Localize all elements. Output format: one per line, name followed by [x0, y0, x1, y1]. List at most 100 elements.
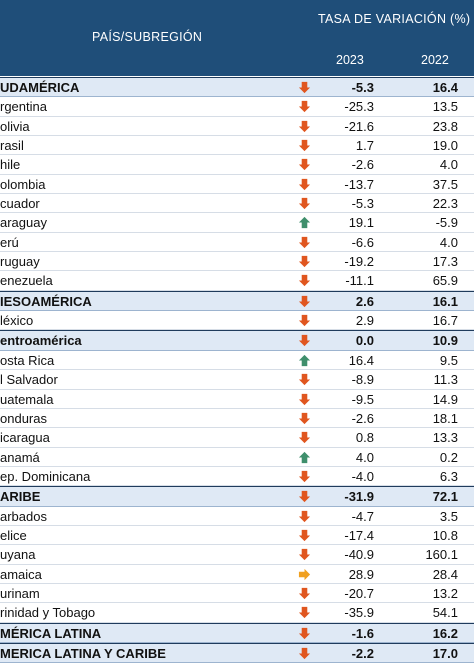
- country-name: anamá: [0, 449, 40, 465]
- country-name: amaica: [0, 566, 42, 582]
- value-2023: -21.6: [344, 118, 374, 134]
- value-2023: -25.3: [344, 99, 374, 115]
- country-name: entroamérica: [0, 333, 82, 349]
- country-name: ep. Dominicana: [0, 468, 91, 484]
- trend-down-arrow-icon: [298, 627, 311, 640]
- value-2022: 4.0: [439, 157, 458, 173]
- country-name: araguay: [0, 215, 47, 231]
- trend-down-arrow-icon: [298, 139, 311, 152]
- table-row: rasil 1.7 19.0: [0, 136, 474, 156]
- value-2022: 3.5: [439, 508, 458, 524]
- table-row: enezuela -11.1 65.9: [0, 271, 474, 291]
- trend-down-arrow-icon: [298, 295, 311, 308]
- table-row: anamá 4.0 0.2: [0, 448, 474, 467]
- value-2022: 22.3: [432, 196, 458, 212]
- table-row: cuador -5.3 22.3: [0, 194, 474, 214]
- value-2023: -17.4: [344, 527, 374, 543]
- value-2022: 17.3: [432, 254, 458, 270]
- table-row: uyana -40.9 160.1: [0, 545, 474, 565]
- value-2023: -2.2: [351, 645, 374, 661]
- value-2022: 16.7: [432, 313, 458, 329]
- trend-down-arrow-icon: [298, 373, 311, 386]
- trend-down-arrow-icon: [298, 81, 311, 94]
- value-2023: -31.9: [344, 489, 374, 505]
- value-2023: -9.5: [351, 391, 374, 407]
- value-2023: 4.0: [355, 449, 374, 465]
- value-2022: 54.1: [432, 605, 458, 621]
- country-name: enezuela: [0, 273, 53, 289]
- value-2023: -11.1: [345, 273, 374, 289]
- trend-up-arrow-icon: [298, 216, 311, 229]
- country-name: uatemala: [0, 391, 54, 407]
- year-2022-header: 2022: [421, 53, 449, 67]
- value-2022: 10.9: [432, 333, 458, 349]
- value-2022: 6.3: [439, 468, 458, 484]
- value-2022: 16.1: [432, 293, 458, 309]
- value-2022: 18.1: [432, 410, 458, 426]
- value-2023: 0.8: [355, 430, 374, 446]
- table-row: amaica 28.9 28.4: [0, 565, 474, 584]
- trend-down-arrow-icon: [298, 510, 311, 523]
- region-row: MÉRICA LATINA -1.6 16.2: [0, 622, 474, 643]
- value-2022: 17.0: [432, 645, 458, 661]
- trend-down-arrow-icon: [298, 274, 311, 287]
- table-row: urinam -20.7 13.2: [0, 584, 474, 604]
- country-name: rinidad y Tobago: [0, 605, 96, 621]
- country-name: ruguay: [0, 254, 40, 270]
- trend-down-arrow-icon: [298, 314, 311, 327]
- value-2023: -8.9: [351, 372, 374, 388]
- value-2022: -5.9: [435, 215, 458, 231]
- trend-down-arrow-icon: [298, 647, 311, 660]
- rate-column-header: TASA DE VARIACIÓN (%): [318, 12, 471, 26]
- table-row: onduras -2.6 18.1: [0, 409, 474, 429]
- trend-down-arrow-icon: [298, 393, 311, 406]
- country-name: rgentina: [0, 99, 47, 115]
- value-2023: 2.9: [355, 313, 374, 329]
- value-2023: -2.6: [351, 157, 374, 173]
- trend-down-arrow-icon: [298, 490, 311, 503]
- country-name: onduras: [0, 410, 47, 426]
- table-row: arbados -4.7 3.5: [0, 507, 474, 526]
- country-name: rasil: [0, 138, 24, 154]
- value-2023: 16.4: [348, 352, 374, 368]
- table-row: araguay 19.1 -5.9: [0, 213, 474, 233]
- trend-up-arrow-icon: [298, 354, 311, 367]
- value-2023: -19.2: [344, 254, 374, 270]
- value-2022: 16.2: [432, 625, 458, 641]
- value-2022: 28.4: [432, 566, 458, 582]
- trend-down-arrow-icon: [298, 158, 311, 171]
- table-row: olivia -21.6 23.8: [0, 117, 474, 137]
- country-name: ARIBE: [0, 489, 41, 505]
- value-2023: -2.6: [351, 410, 374, 426]
- trend-up-arrow-icon: [298, 451, 311, 464]
- value-2023: -20.7: [344, 585, 374, 601]
- value-2022: 23.8: [432, 118, 458, 134]
- value-2023: -5.3: [351, 80, 374, 95]
- trend-down-arrow-icon: [298, 529, 311, 542]
- country-name: cuador: [0, 196, 40, 212]
- region-row: ARIBE -31.9 72.1: [0, 486, 474, 507]
- table-row: ruguay -19.2 17.3: [0, 252, 474, 272]
- value-2022: 13.5: [432, 99, 458, 115]
- trend-down-arrow-icon: [298, 197, 311, 210]
- region-row: entroamérica 0.0 10.9: [0, 330, 474, 351]
- country-name: IESOAMÉRICA: [0, 293, 92, 309]
- table-row: osta Rica 16.4 9.5: [0, 351, 474, 371]
- country-name: icaragua: [0, 430, 50, 446]
- trend-down-arrow-icon: [298, 606, 311, 619]
- country-name: hile: [0, 157, 21, 173]
- country-name: léxico: [0, 313, 34, 329]
- value-2023: -35.9: [344, 605, 374, 621]
- country-name: erú: [0, 234, 19, 250]
- value-2022: 37.5: [432, 176, 458, 192]
- trend-down-arrow-icon: [298, 120, 311, 133]
- value-2022: 16.4: [432, 80, 458, 95]
- trend-down-arrow-icon: [298, 255, 311, 268]
- country-name: elice: [0, 527, 27, 543]
- value-2023: -4.7: [351, 508, 374, 524]
- value-2022: 13.3: [432, 430, 458, 446]
- trend-down-arrow-icon: [298, 100, 311, 113]
- trend-down-arrow-icon: [298, 236, 311, 249]
- value-2023: -13.7: [344, 176, 374, 192]
- table-row: icaragua 0.8 13.3: [0, 428, 474, 448]
